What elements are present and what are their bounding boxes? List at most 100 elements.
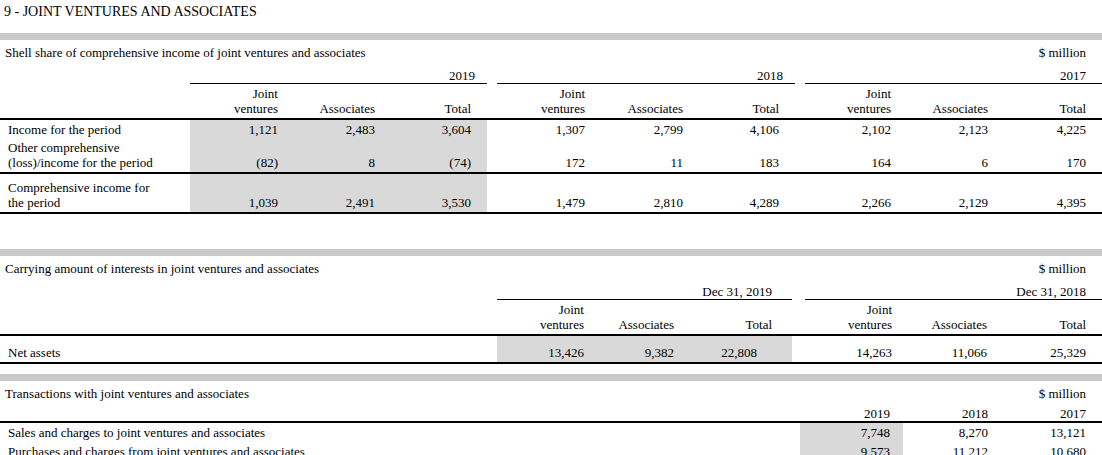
column-header-total: Total [996, 84, 1102, 120]
table-row: Sales and charges to joint ventures and … [0, 422, 1102, 442]
value-cell: 22,808 [682, 335, 792, 363]
value-cell: 2,483 [286, 119, 383, 139]
value-cell: 11,066 [900, 335, 995, 363]
value-cell: 3,530 [383, 173, 487, 213]
spacer-cell [0, 300, 497, 336]
column-gap [795, 62, 805, 84]
year-header: 2017 [805, 62, 1102, 84]
value-cell: (74) [383, 139, 487, 173]
column-header-total: Total [995, 300, 1102, 336]
year-header: 2018 [903, 403, 999, 422]
caption-row: Carrying amount of interests in joint ve… [0, 256, 1102, 278]
value-cell: 6 [899, 139, 996, 173]
section-transactions: Transactions with joint ventures and ass… [0, 374, 1102, 455]
column-gap [487, 119, 497, 139]
column-header-total: Total [383, 84, 487, 120]
table-caption: Shell share of comprehensive income of j… [5, 45, 366, 61]
table-row: Net assets 13,426 9,382 22,808 14,263 11… [0, 335, 1102, 363]
table-row: Other comprehensive (loss)/income for th… [0, 139, 1102, 173]
column-gap [792, 300, 805, 336]
column-header-associates: Associates [900, 300, 995, 336]
value-cell: 172 [497, 139, 593, 173]
column-gap [795, 173, 805, 213]
value-cell: 2,799 [593, 119, 691, 139]
value-cell: 13,426 [497, 335, 592, 363]
column-header-associates: Associates [899, 84, 996, 120]
column-header-row: Joint ventures Associates Total Joint ve… [0, 84, 1102, 120]
value-cell: 4,106 [691, 119, 795, 139]
value-cell: 4,395 [996, 173, 1102, 213]
value-cell: 4,225 [996, 119, 1102, 139]
caption-row: Transactions with joint ventures and ass… [0, 381, 1102, 403]
value-cell: 2,266 [805, 173, 899, 213]
date-header: Dec 31, 2018 [805, 278, 1102, 300]
row-label: Income for the period [0, 119, 190, 139]
value-cell: 8 [286, 139, 383, 173]
spacer-cell [0, 278, 497, 300]
row-label: Comprehensive income for the period [0, 173, 190, 213]
unit-label: $ million [1039, 261, 1086, 277]
value-cell: 2,129 [899, 173, 996, 213]
table-row: Income for the period 1,121 2,483 3,604 … [0, 119, 1102, 139]
year-header-row: 2019 2018 2017 [0, 62, 1102, 84]
value-cell: 1,479 [497, 173, 593, 213]
value-cell: 9,382 [592, 335, 682, 363]
table-row: Purchases and charges from joint venture… [0, 442, 1102, 455]
column-header-total: Total [682, 300, 792, 336]
value-cell: 2,123 [899, 119, 996, 139]
column-gap [792, 278, 805, 300]
column-header-row: Joint ventures Associates Total Joint ve… [0, 300, 1102, 336]
caption-row: Shell share of comprehensive income of j… [0, 40, 1102, 62]
section-divider-bar [0, 33, 1102, 40]
transactions-table: 2019 2018 2017 Sales and charges to join… [0, 403, 1102, 455]
year-header: 2018 [497, 62, 795, 84]
value-cell: 2,491 [286, 173, 383, 213]
column-gap [487, 62, 497, 84]
value-cell: 13,121 [999, 422, 1102, 442]
value-cell: 164 [805, 139, 899, 173]
spacer-cell [0, 62, 190, 84]
value-cell: 1,121 [190, 119, 286, 139]
value-cell: 183 [691, 139, 795, 173]
year-header-row: 2019 2018 2017 [0, 403, 1102, 422]
value-cell: 25,329 [995, 335, 1102, 363]
column-gap [795, 139, 805, 173]
carrying-amount-table: Dec 31, 2019 Dec 31, 2018 Joint ventures… [0, 278, 1102, 364]
spacer-cell [0, 84, 190, 120]
column-header-joint-ventures: Joint ventures [805, 300, 900, 336]
value-cell: 11,212 [903, 442, 999, 455]
date-header-row: Dec 31, 2019 Dec 31, 2018 [0, 278, 1102, 300]
column-gap [795, 119, 805, 139]
row-label: Net assets [0, 335, 497, 363]
value-cell: 9,573 [800, 442, 903, 455]
page-title: 9 - JOINT VENTURES AND ASSOCIATES [0, 0, 1102, 20]
column-gap [487, 139, 497, 173]
value-cell: (82) [190, 139, 286, 173]
section-divider-bar [0, 249, 1102, 256]
section-carrying-amount: Carrying amount of interests in joint ve… [0, 249, 1102, 364]
section-comprehensive-income: Shell share of comprehensive income of j… [0, 33, 1102, 214]
column-gap [487, 173, 497, 213]
column-header-joint-ventures: Joint ventures [497, 84, 593, 120]
column-gap [487, 84, 497, 120]
value-cell: 1,307 [497, 119, 593, 139]
column-gap [792, 335, 805, 363]
column-header-joint-ventures: Joint ventures [805, 84, 899, 120]
table-caption: Carrying amount of interests in joint ve… [5, 261, 319, 277]
section-divider-bar [0, 374, 1102, 381]
row-label: Other comprehensive (loss)/income for th… [0, 139, 190, 173]
spacer-cell [0, 403, 800, 422]
date-header: Dec 31, 2019 [497, 278, 792, 300]
table-row: Comprehensive income for the period 1,03… [0, 173, 1102, 213]
value-cell: 4,289 [691, 173, 795, 213]
column-gap [795, 84, 805, 120]
value-cell: 11 [593, 139, 691, 173]
column-header-total: Total [691, 84, 795, 120]
column-header-associates: Associates [593, 84, 691, 120]
value-cell: 170 [996, 139, 1102, 173]
column-header-associates: Associates [286, 84, 383, 120]
column-header-joint-ventures: Joint ventures [190, 84, 286, 120]
row-label: Sales and charges to joint ventures and … [0, 422, 800, 442]
value-cell: 2,102 [805, 119, 899, 139]
year-header: 2017 [999, 403, 1102, 422]
